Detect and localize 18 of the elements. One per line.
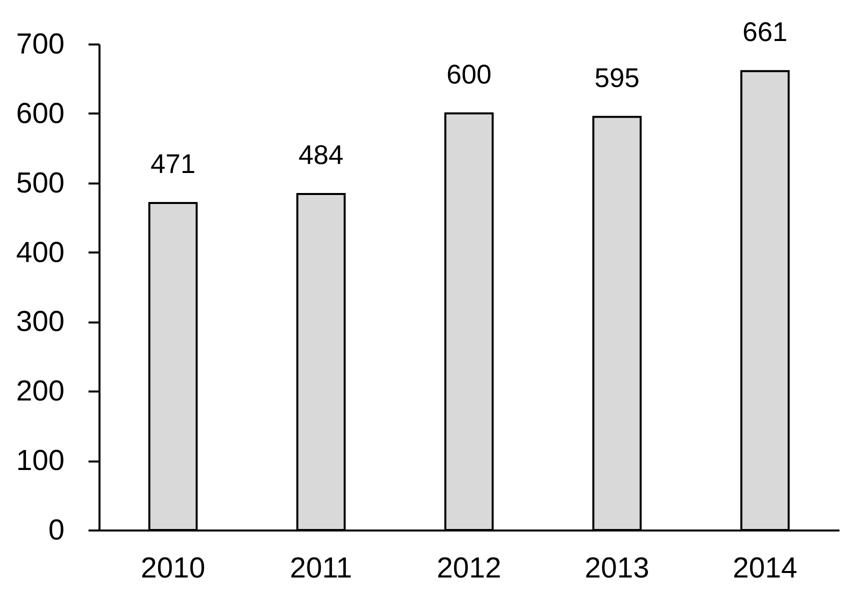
data-label: 595	[594, 62, 640, 93]
x-tick-label: 2014	[732, 552, 798, 584]
data-label: 600	[446, 59, 492, 90]
y-tick-label: 200	[16, 376, 64, 408]
y-tick-label: 700	[16, 28, 64, 60]
x-tick-label: 2012	[436, 552, 502, 584]
y-tick-label: 100	[16, 445, 64, 478]
data-label: 484	[298, 140, 344, 170]
y-tick-label: 300	[16, 306, 64, 338]
x-tick-label: 2010	[140, 552, 206, 584]
y-tick-label: 600	[16, 98, 64, 130]
y-tick-label: 500	[16, 167, 64, 200]
x-tick-label: 2011	[290, 552, 352, 584]
x-tick-label: 2013	[584, 552, 650, 584]
y-tick-label: 400	[16, 236, 64, 269]
data-label: 661	[742, 17, 788, 48]
data-label: 471	[150, 148, 196, 179]
y-tick-label: 0	[48, 514, 64, 546]
